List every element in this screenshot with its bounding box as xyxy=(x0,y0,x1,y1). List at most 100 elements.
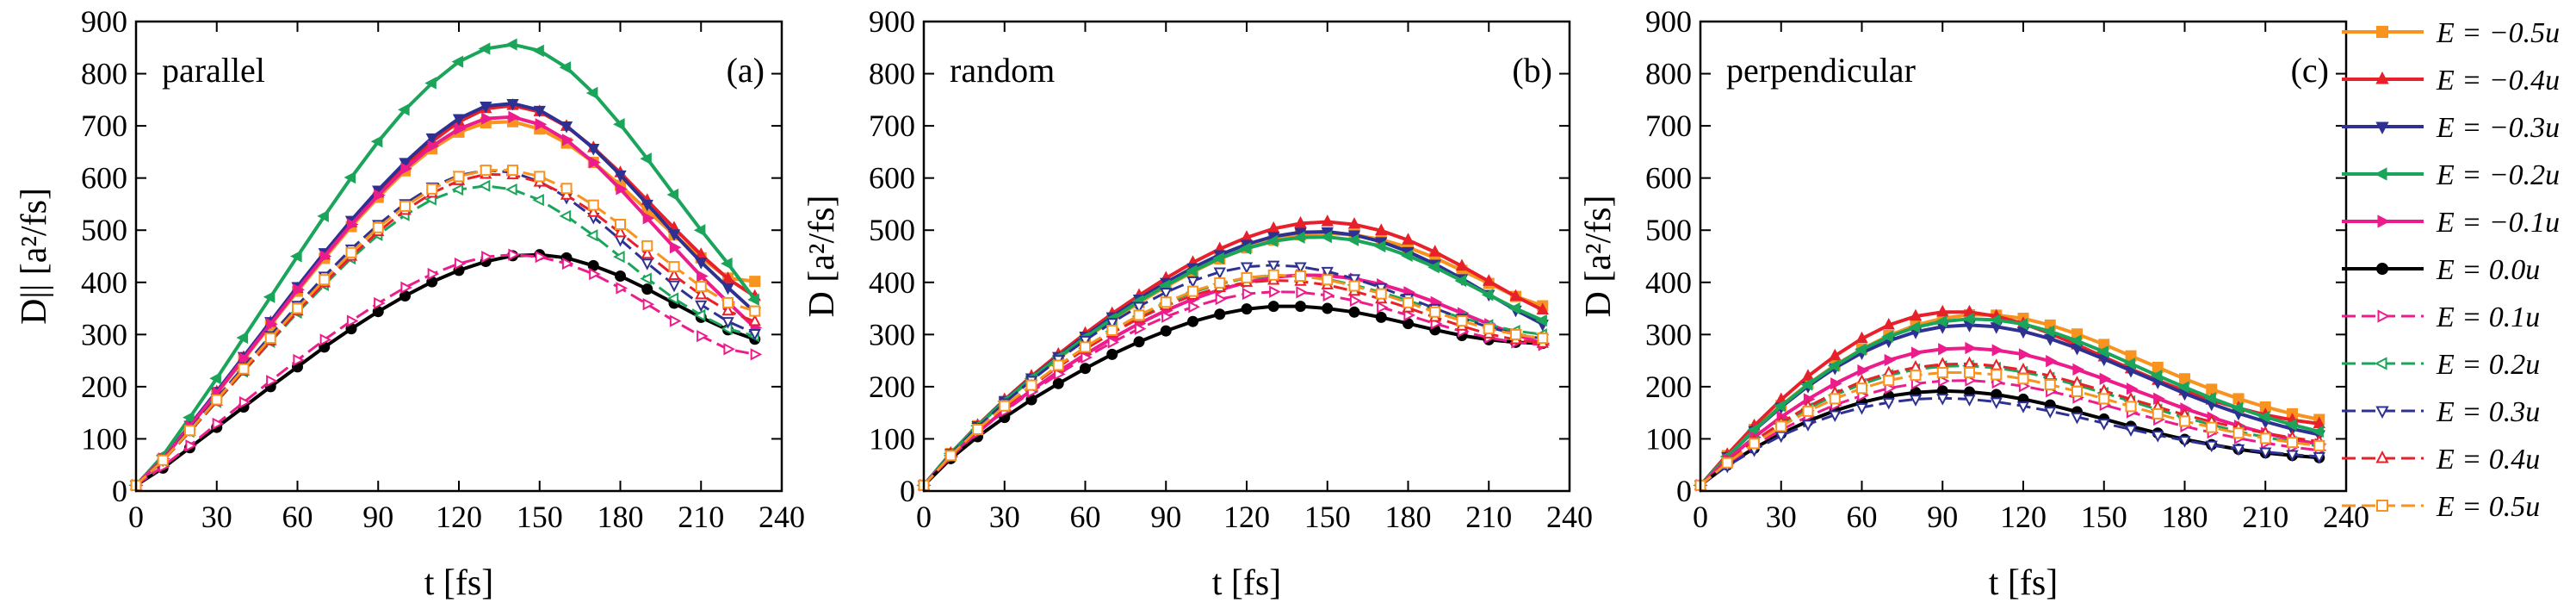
data-point xyxy=(370,135,383,148)
data-point xyxy=(1456,315,1468,327)
data-point xyxy=(2099,372,2112,385)
data-point xyxy=(1721,457,1733,469)
data-point xyxy=(266,318,278,331)
data-point xyxy=(1215,292,1228,306)
data-point xyxy=(346,314,359,327)
data-point xyxy=(1054,368,1066,381)
plot-frame xyxy=(922,20,1571,493)
data-point xyxy=(238,395,251,409)
data-point xyxy=(669,314,682,327)
data-point xyxy=(669,241,682,254)
data-point xyxy=(616,183,628,196)
y-tick-label: 200 xyxy=(1645,370,1692,404)
data-point xyxy=(1882,397,1895,410)
data-point xyxy=(1188,301,1200,314)
data-point xyxy=(613,250,625,264)
series-e-0-0u xyxy=(130,249,761,491)
data-point xyxy=(398,103,410,116)
series-e-minus-0-1u xyxy=(131,110,763,492)
legend-label: E = 0.3u xyxy=(2436,396,2540,428)
y-tick-label: 400 xyxy=(869,265,915,300)
data-point xyxy=(2070,334,2082,347)
data-point xyxy=(2152,431,2164,443)
x-tick-label: 0 xyxy=(128,500,144,534)
y-tick-label: 700 xyxy=(869,109,915,143)
data-point xyxy=(319,333,332,346)
data-point xyxy=(613,118,625,131)
data-point xyxy=(695,300,708,313)
data-point xyxy=(1322,274,1334,286)
data-point xyxy=(427,140,440,152)
data-point xyxy=(1965,341,1977,355)
data-point xyxy=(2259,432,2271,444)
data-point xyxy=(640,272,652,285)
data-point xyxy=(293,353,305,367)
legend-label: E = −0.2u xyxy=(2436,159,2560,191)
data-point xyxy=(1294,301,1307,313)
data-point xyxy=(721,317,734,329)
data-point xyxy=(1294,215,1307,228)
y-tick-label: 900 xyxy=(81,4,127,39)
data-point xyxy=(2016,401,2030,413)
data-point xyxy=(425,133,438,146)
data-point xyxy=(2179,373,2190,385)
data-point xyxy=(481,112,493,125)
data-point xyxy=(400,162,412,175)
data-point xyxy=(748,328,761,341)
y-tick-label: 700 xyxy=(81,109,127,143)
y-tick-label: 500 xyxy=(869,213,915,247)
data-point xyxy=(642,212,655,225)
y-tick-label: 600 xyxy=(1645,161,1692,196)
data-point xyxy=(2231,401,2244,414)
data-point xyxy=(1881,330,1893,343)
data-point xyxy=(2126,382,2139,395)
data-point xyxy=(238,363,250,375)
data-point xyxy=(183,411,195,424)
data-point xyxy=(372,221,384,233)
data-point xyxy=(749,276,761,288)
data-point xyxy=(944,450,957,462)
y-tick-label: 500 xyxy=(81,213,127,247)
data-point xyxy=(1989,314,2001,326)
data-point xyxy=(1935,315,1947,328)
data-point xyxy=(1133,336,1145,348)
chart-panels: 0 30 60 90 120 150 180 210 240010020030040050060… xyxy=(15,4,2369,603)
data-point xyxy=(1322,289,1335,302)
data-point xyxy=(2016,318,2028,331)
x-tick-label: 150 xyxy=(517,500,563,534)
data-point xyxy=(1829,410,1842,423)
data-point xyxy=(1401,249,1413,263)
data-point xyxy=(1537,333,1549,345)
data-point xyxy=(2313,416,2325,429)
panel-label: (a) xyxy=(727,51,765,90)
legend-label: E = −0.4u xyxy=(2436,65,2560,96)
data-point xyxy=(293,283,305,296)
data-point xyxy=(480,101,492,114)
data-point xyxy=(1510,328,1521,340)
data-point xyxy=(263,290,276,303)
data-point xyxy=(1855,343,1867,357)
data-point xyxy=(2259,447,2272,460)
data-point xyxy=(2044,378,2056,390)
data-point xyxy=(211,394,223,406)
y-tick-label: 400 xyxy=(81,265,127,300)
data-point xyxy=(1240,262,1254,275)
data-point xyxy=(1908,320,1921,334)
data-point xyxy=(1293,231,1305,244)
data-point xyxy=(1160,288,1173,300)
data-point xyxy=(2286,450,2299,463)
panel-title: perpendicular xyxy=(1726,51,1916,90)
x-tick-label: 60 xyxy=(1070,500,1101,534)
y-tick-label: 100 xyxy=(1645,421,1692,456)
data-point xyxy=(1775,420,1787,432)
data-point xyxy=(749,305,761,317)
data-point xyxy=(1375,311,1387,323)
data-point xyxy=(1160,325,1172,337)
legend: E = −0.5u E = −0.4u E = −0.3u E = −0.2u E = … xyxy=(2342,17,2560,523)
data-point xyxy=(1910,346,1923,359)
data-point xyxy=(667,268,681,281)
data-point xyxy=(1964,367,1975,379)
legend-item-e-minus-0-2u: E = −0.2u xyxy=(2342,159,2560,191)
data-point xyxy=(2232,444,2245,457)
y-tick-label: 800 xyxy=(1645,57,1692,91)
